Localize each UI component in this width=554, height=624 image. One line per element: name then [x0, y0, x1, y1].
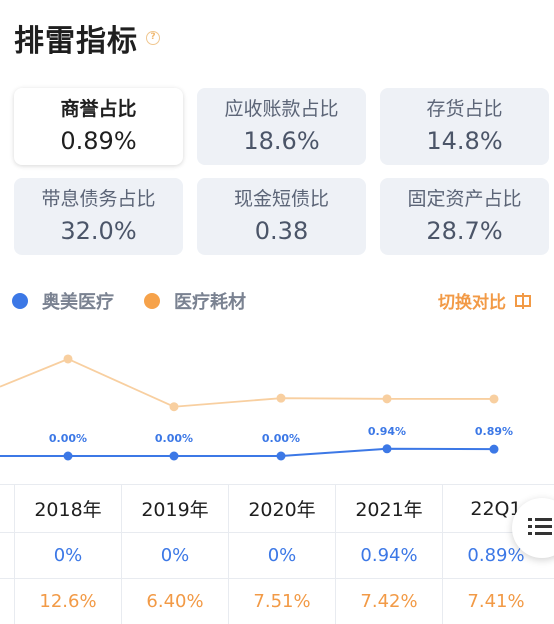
metric-card-receivables[interactable]: 应收账款占比 18.6%	[197, 88, 366, 165]
table-header-cell: 2021年	[335, 485, 442, 532]
metric-value: 18.6%	[243, 126, 320, 155]
list-menu-icon	[528, 516, 552, 538]
metric-value: 14.8%	[426, 126, 503, 155]
legend-label: 奥美医疗	[42, 292, 114, 313]
metric-label: 存货占比	[426, 97, 503, 120]
data-point-industry	[63, 354, 73, 364]
section-header: 排雷指标 ?	[14, 18, 160, 59]
legend-item-company[interactable]: 奥美医疗	[12, 288, 114, 314]
metric-value: 28.7%	[426, 216, 503, 245]
legend-label: 医疗耗材	[174, 292, 246, 313]
data-point-industry	[276, 393, 286, 403]
data-point-industry	[489, 394, 499, 404]
table-cell: 7.42%	[335, 579, 442, 624]
metric-card-interest-debt[interactable]: 带息债务占比 32.0%	[14, 178, 183, 255]
legend-dot-blue	[12, 293, 28, 309]
question-icon[interactable]: ?	[146, 31, 160, 45]
table-cell: 0%	[14, 533, 121, 578]
metric-label: 带息债务占比	[41, 187, 156, 210]
table-cell: 0.89%	[442, 533, 549, 578]
data-label-company: 0.00%	[49, 432, 87, 445]
metric-value: 0.38	[254, 216, 309, 245]
floating-menu-button[interactable]	[512, 498, 554, 558]
metric-value: 0.89%	[60, 126, 137, 155]
legend-dot-orange	[144, 293, 160, 309]
table-cell: 6.40%	[121, 579, 228, 624]
table-cell: 0%	[121, 533, 228, 578]
table-cell: 7.51%	[228, 579, 335, 624]
data-point-company	[382, 444, 392, 454]
table-row: 0% 0% 0% 0.94% 0.89%	[0, 532, 554, 578]
data-label-company: 0.00%	[262, 432, 300, 445]
metric-card-inventory[interactable]: 存货占比 14.8%	[380, 88, 549, 165]
table-cell: 0.94%	[335, 533, 442, 578]
compare-toggle-icon	[514, 292, 532, 310]
data-table: 2018年 2019年 2020年 2021年 22Q1 0% 0% 0% 0.…	[0, 484, 554, 624]
table-header-cell: 2019年	[121, 485, 228, 532]
data-label-company: 0.89%	[475, 425, 513, 438]
metric-label: 现金短债比	[233, 187, 329, 210]
metric-label: 固定资产占比	[407, 187, 522, 210]
metric-card-cash-ratio[interactable]: 现金短债比 0.38	[197, 178, 366, 255]
data-point-industry	[382, 394, 392, 404]
table-header-cell: 2020年	[228, 485, 335, 532]
table-header-row: 2018年 2019年 2020年 2021年 22Q1	[0, 484, 554, 532]
data-label-company: 0.00%	[155, 432, 193, 445]
table-row: 12.6% 6.40% 7.51% 7.42% 7.41%	[0, 578, 554, 624]
table-cell: 12.6%	[14, 579, 121, 624]
line-chart: 0.00% 0.00% 0.00% 0.94% 0.89%	[0, 354, 513, 461]
table-header-cell: 2018年	[14, 485, 121, 532]
table-cell: 0%	[228, 533, 335, 578]
data-point-industry	[169, 402, 179, 412]
switch-compare-button[interactable]: 切换对比	[438, 288, 532, 313]
series-line-industry	[0, 358, 495, 408]
metric-label: 应收账款占比	[224, 97, 339, 120]
data-point-company	[276, 451, 286, 461]
table-header-cell: 22Q1	[442, 485, 549, 532]
metric-card-goodwill[interactable]: 商誉占比 0.89%	[14, 88, 183, 165]
data-label-company: 0.94%	[368, 425, 406, 438]
data-point-company	[489, 444, 499, 454]
metric-grid: 商誉占比 0.89% 应收账款占比 18.6% 存货占比 14.8% 带息债务占…	[14, 88, 550, 255]
metric-card-fixed-assets[interactable]: 固定资产占比 28.7%	[380, 178, 549, 255]
metric-value: 32.0%	[60, 216, 137, 245]
table-cell: 7.41%	[442, 579, 549, 624]
data-point-company	[63, 451, 73, 461]
legend-item-industry[interactable]: 医疗耗材	[144, 288, 246, 314]
data-point-company	[169, 451, 179, 461]
series-line-company	[0, 447, 495, 457]
chart-legend: 奥美医疗 医疗耗材	[12, 288, 276, 314]
page-title: 排雷指标	[14, 24, 138, 59]
switch-compare-label: 切换对比	[438, 293, 506, 313]
metric-label: 商誉占比	[60, 97, 137, 120]
